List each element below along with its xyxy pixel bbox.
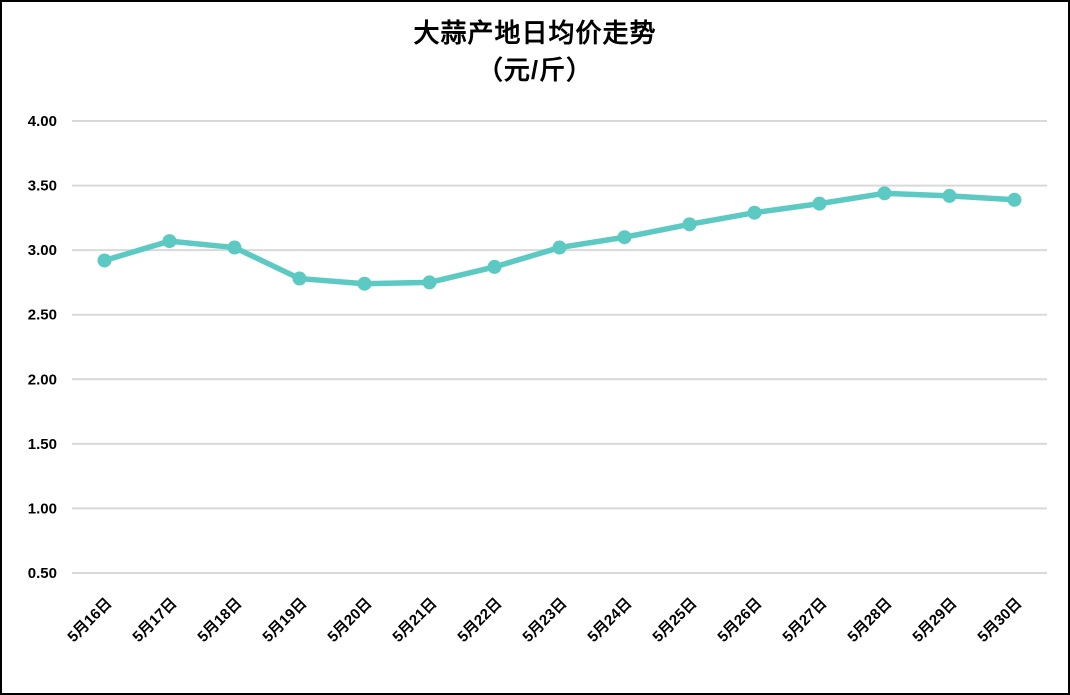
x-axis-tick-label: 5月20日 [324, 595, 375, 646]
data-point-marker [877, 186, 892, 201]
data-point-marker [227, 240, 242, 255]
x-axis-tick-label: 5月16日 [64, 595, 115, 646]
data-point-marker [812, 196, 827, 211]
x-axis-tick-label: 5月30日 [974, 595, 1025, 646]
x-axis-tick-label: 5月22日 [454, 595, 505, 646]
x-axis-tick-label: 5月17日 [129, 595, 180, 646]
data-point-marker [97, 253, 112, 268]
x-axis-tick-label: 5月26日 [714, 595, 765, 646]
y-axis-tick-label: 0.50 [28, 565, 57, 582]
x-axis-tick-label: 5月23日 [519, 595, 570, 646]
y-axis-tick-label: 3.50 [28, 178, 57, 195]
data-point-marker [292, 271, 307, 286]
x-axis-tick-label: 5月24日 [584, 595, 635, 646]
data-point-marker [487, 259, 502, 274]
data-point-marker [422, 275, 437, 290]
data-point-marker [162, 234, 177, 249]
x-axis-tick-label: 5月27日 [779, 595, 830, 646]
y-axis-tick-label: 2.50 [28, 307, 57, 324]
data-point-marker [682, 217, 697, 232]
x-axis-tick-label: 5月29日 [909, 595, 960, 646]
x-axis-tick-label: 5月21日 [389, 595, 440, 646]
data-point-marker [617, 230, 632, 245]
x-axis-tick-label: 5月19日 [259, 595, 310, 646]
y-axis-tick-label: 1.00 [28, 500, 57, 517]
y-axis-tick-label: 2.00 [28, 371, 57, 388]
y-axis-tick-label: 4.00 [28, 113, 57, 130]
data-point-marker [552, 240, 567, 255]
x-axis-tick-label: 5月25日 [649, 595, 700, 646]
x-axis-tick-label: 5月28日 [844, 595, 895, 646]
data-point-marker [357, 276, 372, 291]
x-axis-tick-label: 5月18日 [194, 595, 245, 646]
price-trend-line [101, 190, 1018, 287]
y-axis-tick-label: 3.00 [28, 242, 57, 259]
data-point-marker [1007, 192, 1022, 207]
y-axis-tick-label: 1.50 [28, 436, 57, 453]
data-point-marker [942, 188, 957, 203]
data-point-marker [747, 205, 762, 220]
